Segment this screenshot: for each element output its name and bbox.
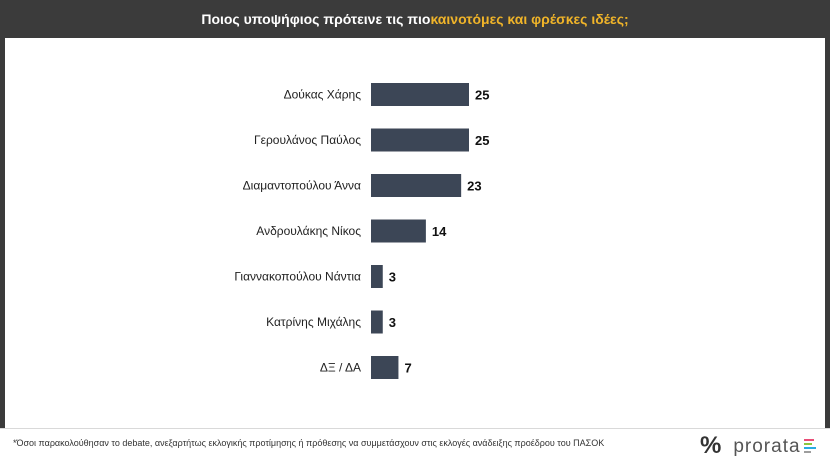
title-prefix: Ποιος υποψήφιος πρότεινε τις πιο [201, 11, 431, 27]
bar-chart: Δούκας Χάρης 25 Γερουλάνος Παύλος 25 Διαμαντ… [234, 83, 489, 379]
footer: *Όσοι παρακολούθησαν το debate, ανεξαρτή… [0, 428, 830, 462]
category-label: Κατρίνης Μιχάλης [266, 315, 361, 329]
logo-percent-symbol: % [700, 432, 722, 459]
logo-bar [803, 443, 812, 445]
value-label: 25 [475, 133, 489, 148]
prorata-logo: % prorata [700, 433, 816, 459]
value-label: 14 [432, 224, 447, 239]
category-label: Γερουλάνος Παύλος [254, 133, 361, 147]
title-suffix: ; [623, 11, 629, 27]
bar [371, 356, 399, 379]
category-label: ΔΞ / ΔΑ [320, 361, 361, 375]
value-label: 3 [389, 270, 396, 285]
logo-bars-icon [803, 439, 816, 453]
logo-bar [803, 439, 814, 441]
value-label: 3 [389, 315, 396, 330]
value-label: 23 [467, 179, 481, 194]
bar [371, 219, 426, 243]
value-label: 25 [475, 88, 489, 103]
category-label: Διαμαντοπούλου Άννα [243, 179, 361, 193]
logo-wordmark: prorata [733, 435, 801, 457]
category-label: Γιαννακοπούλου Νάντια [234, 270, 361, 284]
logo-bar [803, 451, 811, 453]
bar [371, 83, 469, 106]
bar [371, 128, 469, 152]
category-label: Δούκας Χάρης [284, 88, 362, 102]
logo-bar [803, 447, 816, 449]
bar [371, 174, 462, 197]
chart-title: Ποιος υποψήφιος πρότεινε τις πιο καινοτό… [0, 0, 830, 38]
title-highlight: καινοτόμες και φρέσκες ιδέες [430, 11, 624, 27]
footnote: *Όσοι παρακολούθησαν το debate, ανεξαρτή… [13, 438, 605, 448]
bar [371, 265, 383, 288]
category-label: Ανδρουλάκης Νίκος [256, 224, 361, 238]
chart-panel: Δούκας Χάρης 25 Γερουλάνος Παύλος 25 Διαμαντ… [5, 38, 825, 428]
value-label: 7 [404, 361, 411, 376]
bar [371, 310, 383, 334]
